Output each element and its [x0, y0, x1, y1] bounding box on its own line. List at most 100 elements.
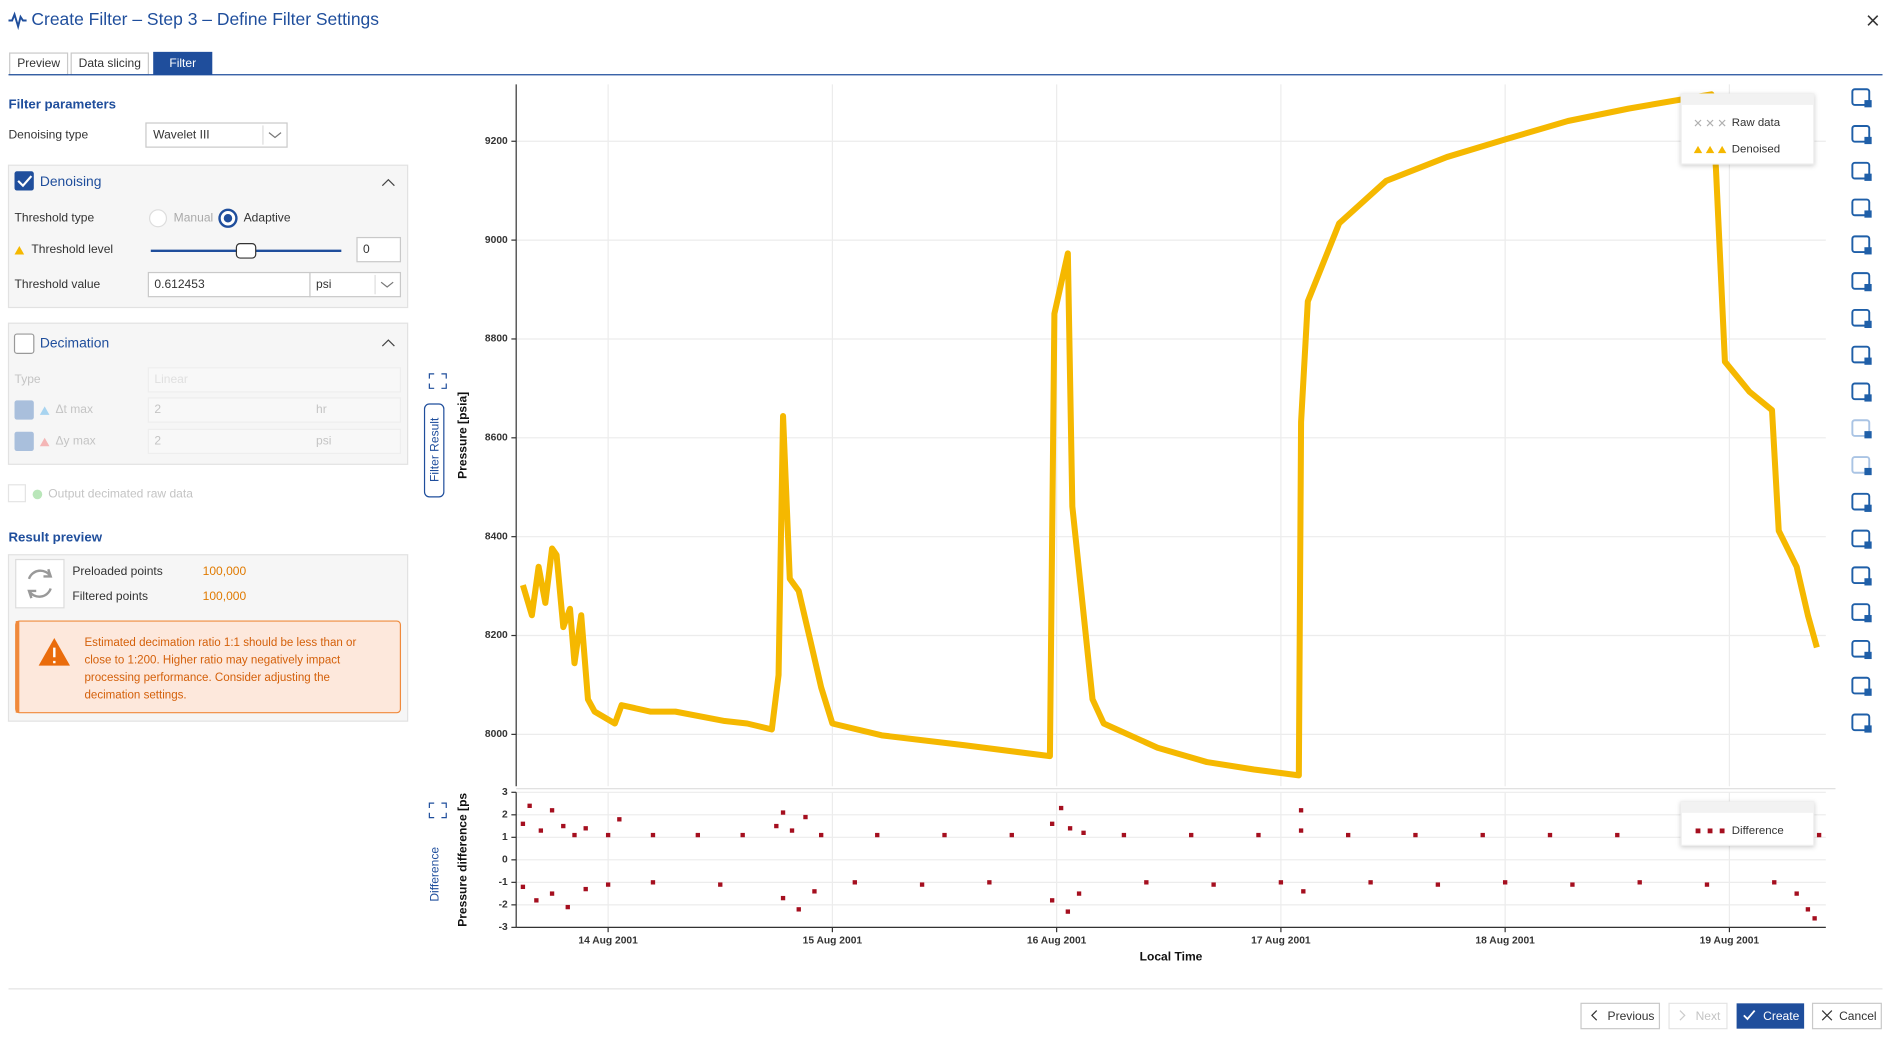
tool-icon [1851, 272, 1871, 290]
toolbar-button[interactable] [1851, 382, 1872, 402]
data-point [774, 823, 779, 829]
tool-icon [1851, 603, 1871, 621]
data-point [650, 832, 656, 838]
toolbar-button[interactable] [1851, 676, 1872, 696]
data-point [789, 828, 795, 833]
data-point [1211, 882, 1216, 887]
tool-icon-badge [1864, 357, 1872, 365]
dialog-title: Create Filter – Step 3 – Define Filter S… [31, 9, 379, 29]
toolbar-button[interactable] [1851, 566, 1872, 586]
button[interactable]: Previous [1580, 1002, 1661, 1030]
data-point [1637, 880, 1642, 885]
data-point [527, 803, 532, 808]
data-point [583, 826, 588, 831]
button-label: Cancel [1839, 1009, 1877, 1023]
legend: Difference [1680, 801, 1815, 846]
legend-label: Difference [1732, 825, 1784, 837]
toolbar-button[interactable] [1851, 529, 1872, 549]
toolbar-button[interactable] [1851, 125, 1872, 145]
data-point [617, 817, 622, 822]
input[interactable] [356, 236, 402, 263]
collapse-icon[interactable] [381, 178, 395, 187]
tool-icon [1851, 125, 1871, 143]
tab[interactable]: Preview [9, 52, 69, 76]
data-point [1812, 916, 1817, 921]
checkbox-disabled [14, 400, 34, 420]
tool-icon [1851, 161, 1871, 180]
toolbar-button[interactable] [1851, 713, 1872, 733]
toolbar-button[interactable] [1851, 272, 1872, 292]
side-tab[interactable] [423, 403, 445, 498]
toolbar-button[interactable] [1851, 308, 1872, 329]
data-point [1065, 909, 1071, 914]
select-value: Wavelet III [153, 127, 209, 141]
toolbar-button[interactable] [1851, 456, 1872, 476]
select[interactable]: Wavelet III [145, 122, 288, 148]
toolbar-button[interactable] [1851, 198, 1872, 218]
legend-header [1681, 801, 1814, 813]
y-tick-label: 1 [502, 832, 508, 843]
toolbar-button[interactable] [1851, 639, 1872, 660]
field-label: Threshold type [15, 210, 95, 224]
tool-icon [1851, 419, 1871, 437]
unit: hr [316, 402, 327, 416]
radio-label: Manual [174, 210, 214, 224]
toolbar-button[interactable] [1851, 603, 1872, 623]
input[interactable] [147, 271, 311, 298]
data-point [740, 832, 745, 838]
data-point [1298, 808, 1304, 813]
radio-label: Adaptive [244, 210, 291, 224]
slider-thumb[interactable] [235, 242, 257, 259]
radio[interactable] [148, 209, 168, 228]
data-point [1076, 891, 1082, 896]
toolbar-button[interactable] [1851, 161, 1872, 181]
y-tick-label: 2 [502, 810, 508, 821]
toolbar-button[interactable] [1851, 88, 1872, 108]
section-heading: Result preview [8, 529, 102, 544]
data-point [796, 907, 801, 912]
tool-icon-badge [1864, 431, 1872, 439]
legend-header [1681, 94, 1814, 105]
checkbox[interactable] [14, 171, 34, 191]
close-button[interactable] [1867, 15, 1879, 26]
data-point [520, 884, 526, 890]
tool-icon [1851, 529, 1871, 548]
data-point [852, 880, 857, 885]
select[interactable]: psi [309, 271, 402, 298]
data-point [1278, 880, 1284, 885]
legend-marker [1693, 145, 1703, 154]
refresh-icon [27, 568, 53, 599]
data-point [1368, 880, 1373, 885]
input-value: 2 [154, 434, 161, 448]
checkbox[interactable] [13, 333, 35, 354]
tab-active[interactable]: Filter [153, 51, 213, 75]
data-point [780, 810, 786, 815]
y-tick-label: 9000 [485, 235, 508, 246]
unit: psi [316, 434, 331, 448]
button-disabled: Next [1668, 1002, 1728, 1030]
expand-icon[interactable] [428, 373, 447, 389]
checkbox-disabled [7, 484, 26, 503]
collapse-icon[interactable] [381, 339, 395, 347]
tab[interactable]: Data slicing [70, 52, 149, 76]
tab-label: Preview [17, 56, 60, 70]
y-tick-label: 8600 [485, 433, 508, 444]
side-tab-label[interactable]: Difference [428, 847, 442, 902]
data-point [1144, 880, 1149, 885]
toolbar-button[interactable] [1851, 419, 1872, 439]
expand-icon[interactable] [428, 802, 447, 819]
button[interactable]: Cancel [1811, 1002, 1882, 1030]
toolbar-button[interactable] [1851, 492, 1872, 512]
legend-box [1680, 93, 1815, 165]
input-disabled [147, 428, 402, 455]
button-primary[interactable]: Create [1736, 1003, 1805, 1029]
toolbar-button[interactable] [1851, 345, 1872, 365]
tool-icon-badge [1864, 688, 1872, 696]
data-point [650, 880, 656, 885]
tool-icon-badge [1864, 136, 1872, 145]
data-point [1058, 805, 1064, 811]
data-point [875, 832, 880, 838]
toolbar-button[interactable] [1851, 235, 1872, 255]
